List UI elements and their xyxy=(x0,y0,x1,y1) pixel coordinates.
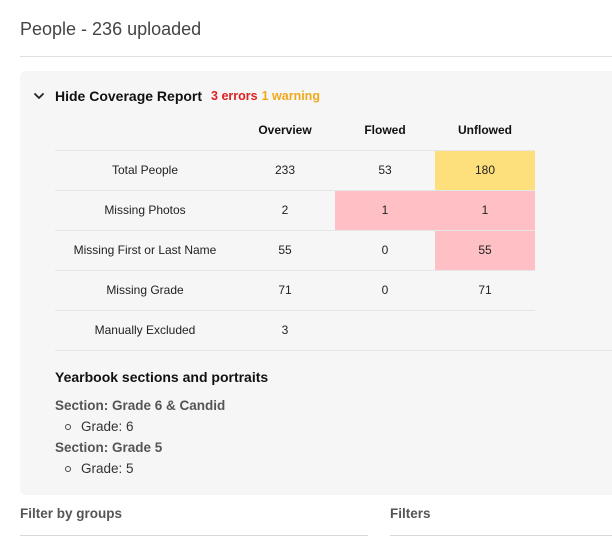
table-header-row: Overview Flowed Unflowed xyxy=(55,111,535,150)
header-divider xyxy=(20,56,612,57)
flowed-cell: 0 xyxy=(335,269,435,310)
list-item: Grade: 5 xyxy=(65,461,134,476)
unflowed-cell-error: 1 xyxy=(435,189,535,230)
overview-cell: 3 xyxy=(235,309,335,350)
unflowed-cell: 71 xyxy=(435,269,535,310)
filter-by-groups-label: Filter by groups xyxy=(20,506,123,521)
row-label: Missing First or Last Name xyxy=(55,229,235,270)
row-label: Manually Excluded xyxy=(55,309,235,350)
section-name: Section: Grade 5 xyxy=(55,440,163,455)
flowed-cell-error: 1 xyxy=(335,189,435,230)
table-row: Missing Photos 2 1 1 xyxy=(55,189,535,230)
table-row: Missing First or Last Name 55 0 55 xyxy=(55,229,535,270)
table-row: Missing Grade 71 0 71 xyxy=(55,269,535,310)
flowed-cell: 53 xyxy=(335,149,435,190)
coverage-table: Overview Flowed Unflowed Total People 23… xyxy=(55,111,535,350)
column-header-flowed: Flowed xyxy=(364,123,406,138)
bullet-icon xyxy=(65,465,71,472)
flowed-cell: 0 xyxy=(335,229,435,270)
table-divider xyxy=(55,350,612,351)
unflowed-cell xyxy=(435,309,535,350)
errors-count: 3 errors xyxy=(211,89,258,103)
overview-cell: 55 xyxy=(235,229,335,270)
coverage-report-panel: Hide Coverage Report 3 errors 1 warning … xyxy=(20,71,612,495)
bullet-icon xyxy=(65,423,71,430)
section-name: Section: Grade 6 & Candid xyxy=(55,398,226,413)
section-grade: Grade: 6 xyxy=(81,419,134,434)
table-row: Total People 233 53 180 xyxy=(55,149,535,190)
column-header-label xyxy=(55,111,235,150)
overview-cell: 2 xyxy=(235,189,335,230)
coverage-report-toggle[interactable]: Hide Coverage Report 3 errors 1 warning xyxy=(30,87,320,105)
unflowed-cell-warning: 180 xyxy=(435,149,535,190)
coverage-report-label: Hide Coverage Report xyxy=(55,88,203,104)
chevron-down-icon xyxy=(30,87,48,105)
table-row: Manually Excluded 3 xyxy=(55,309,535,350)
warnings-count: 1 warning xyxy=(261,89,320,103)
sections-title: Yearbook sections and portraits xyxy=(55,369,269,385)
overview-cell: 71 xyxy=(235,269,335,310)
row-label: Total People xyxy=(55,149,235,190)
overview-cell: 233 xyxy=(235,149,335,190)
row-label: Missing Photos xyxy=(55,189,235,230)
filters-label: Filters xyxy=(390,506,431,521)
page-title: People - 236 uploaded xyxy=(20,19,202,39)
unflowed-cell-error: 55 xyxy=(435,229,535,270)
column-header-unflowed: Unflowed xyxy=(458,123,512,138)
section-grade: Grade: 5 xyxy=(81,461,134,476)
list-item: Grade: 6 xyxy=(65,419,134,434)
column-header-overview: Overview xyxy=(258,123,312,138)
row-label: Missing Grade xyxy=(55,269,235,310)
flowed-cell xyxy=(335,309,435,350)
